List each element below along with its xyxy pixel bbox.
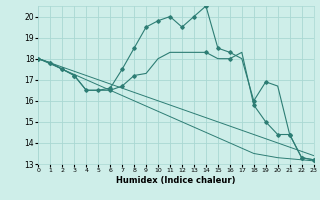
X-axis label: Humidex (Indice chaleur): Humidex (Indice chaleur) bbox=[116, 176, 236, 185]
